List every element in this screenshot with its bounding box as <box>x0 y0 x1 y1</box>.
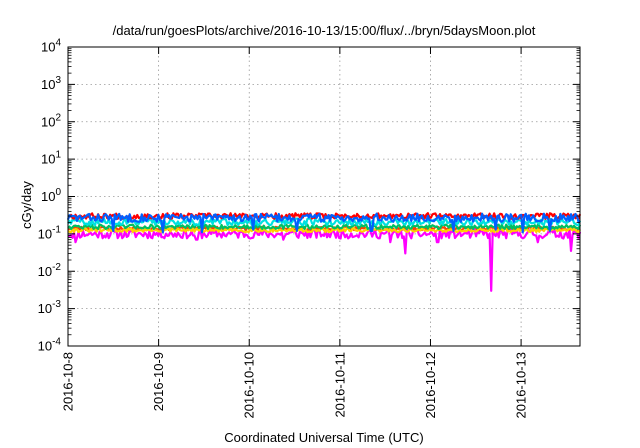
x-tick-label: 2016-10-13 <box>514 352 529 419</box>
x-tick-label: 2016-10-11 <box>332 352 347 418</box>
series-line <box>67 228 582 292</box>
x-tick-labels: 2016-10-8 2016-10-9 2016-10-10 2016-10-11 20… <box>61 352 529 419</box>
y-axis-title: cGy/day <box>19 181 34 229</box>
y-tick-label-exponent: 2 <box>55 112 61 123</box>
x-tick-label: 2016-10-12 <box>423 352 438 419</box>
y-tick-label-base: 10 <box>38 264 52 279</box>
y-tick-label-base: 10 <box>41 152 55 167</box>
y-tick-label: 103 <box>41 75 61 92</box>
y-tick-label-base: 10 <box>38 339 52 354</box>
y-tick-label: 10-1 <box>38 224 62 241</box>
ticks <box>67 46 580 347</box>
y-tick-label: 104 <box>41 38 61 55</box>
y-tick-label-exponent: -3 <box>52 299 61 310</box>
y-tick-label: 102 <box>41 112 61 129</box>
y-tick-label-exponent: -4 <box>52 337 61 348</box>
y-tick-label-exponent: -2 <box>52 262 61 273</box>
y-tick-label-exponent: -1 <box>52 224 61 235</box>
series-line <box>66 212 581 234</box>
y-tick-label: 10-3 <box>38 299 62 316</box>
x-axis-title: Coordinated Universal Time (UTC) <box>224 430 423 445</box>
y-tick-label-base: 10 <box>41 114 55 129</box>
y-tick-label-exponent: 3 <box>55 75 61 86</box>
y-tick-label-base: 10 <box>38 301 52 316</box>
x-tick-label: 2016-10-8 <box>61 352 76 411</box>
y-tick-label-exponent: 1 <box>55 150 61 161</box>
x-tick-label: 2016-10-9 <box>151 352 166 411</box>
y-tick-label-exponent: 0 <box>55 187 61 198</box>
y-tick-label-exponent: 4 <box>55 38 61 49</box>
y-tick-label: 100 <box>41 187 61 204</box>
y-tick-label-base: 10 <box>41 40 55 55</box>
y-tick-label-base: 10 <box>38 226 52 241</box>
y-tick-label: 101 <box>41 150 61 167</box>
y-tick-label-base: 10 <box>41 77 55 92</box>
x-tick-label: 2016-10-10 <box>242 352 257 419</box>
series-lines <box>66 212 582 292</box>
grid <box>68 47 580 346</box>
y-tick-label: 10-2 <box>38 262 62 279</box>
y-tick-label-base: 10 <box>41 189 55 204</box>
chart-title: /data/run/goesPlots/archive/2016-10-13/1… <box>113 23 536 38</box>
y-tick-label: 10-4 <box>38 337 62 354</box>
